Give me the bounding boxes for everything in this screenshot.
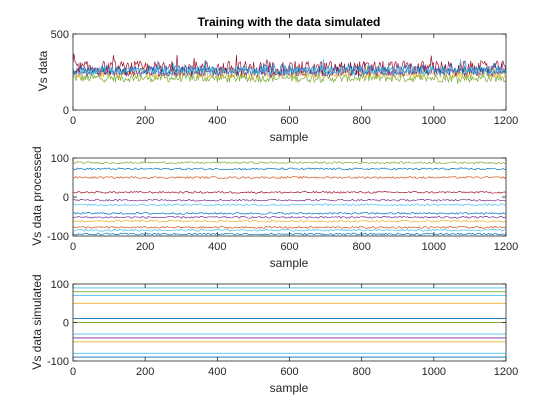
- chart-2-series-4: [73, 190, 506, 194]
- chart-3-xtick-label-1: 200: [136, 366, 154, 378]
- chart-2-xtick-label-0: 0: [70, 241, 76, 253]
- chart-2-series-11: [73, 228, 506, 232]
- chart-2-ytick-label-1: 0: [63, 192, 69, 204]
- chart-2-ytick-label-2: 100: [51, 153, 69, 165]
- chart-1-xtick-label-4: 800: [352, 115, 370, 127]
- chart-2-xtick-label-6: 1200: [494, 241, 518, 253]
- chart-2-series-2: [73, 167, 506, 171]
- chart-1-ytick-label-2: 500: [51, 29, 69, 41]
- chart-3-ytick-label-2: 100: [51, 279, 69, 291]
- chart-2-series-5: [73, 198, 506, 202]
- chart-2-plot-area: [73, 158, 506, 236]
- chart-1-xlabel: sample: [270, 130, 309, 144]
- chart-2-xlabel: sample: [270, 256, 309, 270]
- chart-1-plot: 0 200 400 600 800 1000 1200 0 500: [51, 29, 519, 127]
- chart-2-series-1: [73, 161, 506, 165]
- chart-2-xtick-label-5: 1000: [422, 241, 446, 253]
- chart-1-ytick-label-0: 0: [63, 105, 69, 117]
- chart-2-xtick-label-4: 800: [352, 241, 370, 253]
- chart-1-xtick-label-5: 1000: [422, 115, 446, 127]
- chart-2-series-3: [73, 176, 506, 179]
- chart-1-xtick-label-1: 200: [136, 115, 154, 127]
- chart-3-xtick-label-0: 0: [70, 366, 76, 378]
- chart-1-xtick-label-0: 0: [70, 115, 76, 127]
- chart-2-xtick-label-2: 400: [208, 241, 226, 253]
- chart-1-xtick-label-3: 600: [280, 115, 298, 127]
- chart-3-ytick-label-0: -100: [47, 356, 69, 368]
- chart-2-ytick-label-0: -100: [47, 231, 69, 243]
- chart-1-series-6: [73, 58, 506, 77]
- chart-1-series-1: [73, 65, 506, 84]
- chart-2-series-7: [73, 211, 506, 215]
- chart-3-xtick-label-5: 1000: [422, 366, 446, 378]
- chart-1-ylabel: Vs data: [36, 50, 50, 91]
- chart-2-series-10: [73, 225, 506, 229]
- chart-2-series-9: [73, 219, 506, 223]
- chart-1-xtick-label-6: 1200: [494, 115, 518, 127]
- chart-2-ylabel: Vs data processed: [30, 146, 44, 245]
- chart-3-xtick-label-6: 1200: [494, 366, 518, 378]
- chart-3-xlabel: sample: [270, 381, 309, 395]
- chart-1-xtick-label-2: 400: [208, 115, 226, 127]
- chart-3-xtick-label-2: 400: [208, 366, 226, 378]
- chart-2-xtick-label-1: 200: [136, 241, 154, 253]
- chart-1-title: Training with the data simulated: [198, 15, 381, 29]
- chart-2-series-8: [73, 215, 506, 219]
- chart-3-ylabel: Vs data simulated: [30, 274, 44, 369]
- chart-1-series-group: [73, 53, 506, 84]
- chart-3-xtick-label-4: 800: [352, 366, 370, 378]
- chart-2-series-6: [73, 203, 506, 207]
- chart-3-ytick-label-1: 0: [63, 318, 69, 330]
- chart-3-xtick-label-3: 600: [280, 366, 298, 378]
- chart-2-xtick-label-3: 600: [280, 241, 298, 253]
